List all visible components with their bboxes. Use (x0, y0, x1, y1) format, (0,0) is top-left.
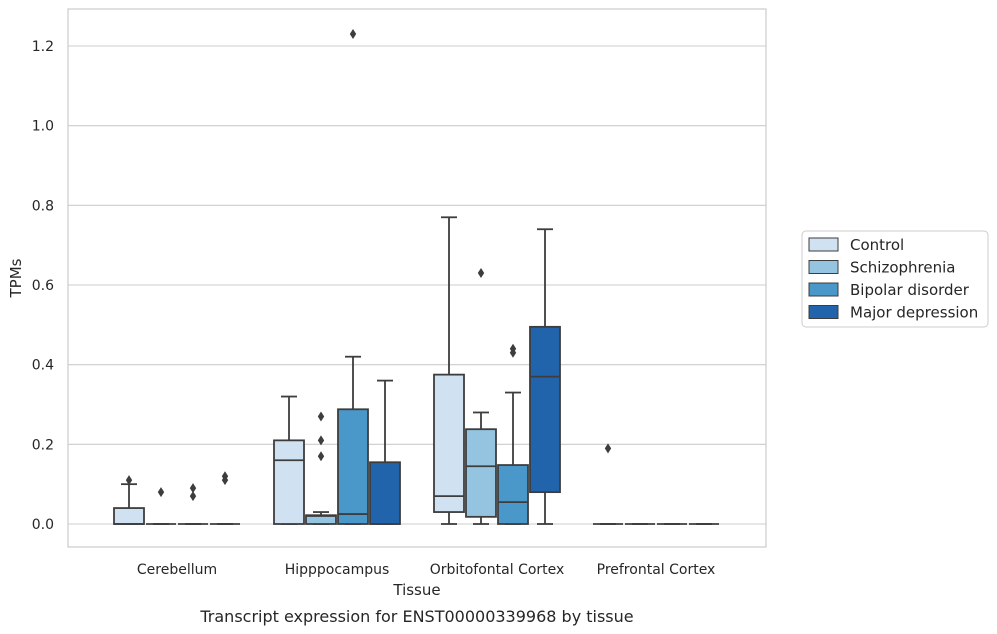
legend-frame (801, 230, 989, 328)
legend-swatch (808, 305, 839, 319)
chart-caption: Transcript expression for ENST0000033996… (199, 607, 633, 626)
x-tick-label: Prefrontal Cortex (597, 562, 716, 578)
box-iqr (113, 507, 145, 525)
legend-label: Control (850, 236, 904, 254)
box-control (593, 443, 623, 525)
box-iqr (497, 464, 529, 525)
y-tick-label: 0.6 (32, 278, 54, 294)
y-tick-label: 1.0 (32, 119, 54, 135)
outlier-point (317, 411, 325, 422)
x-axis-ticks: Cerebellum Hipppocampus Orbitofontal Corte… (137, 562, 715, 578)
y-tick-label: 0.2 (32, 437, 54, 453)
box-plot-area (113, 29, 719, 525)
box-control (273, 395, 305, 525)
box-iqr (529, 325, 561, 494)
box-bipolar-disorder (178, 483, 208, 525)
y-tick-label: 0.0 (32, 517, 54, 533)
outlier-point (477, 268, 485, 279)
box-iqr (465, 428, 497, 518)
x-axis-label: Tissue (392, 581, 440, 599)
gridlines (68, 45, 766, 525)
outlier-point (509, 343, 517, 354)
legend-label: Schizophrenia (850, 259, 955, 277)
box-schizophrenia (465, 268, 497, 525)
box-schizophrenia (146, 487, 176, 525)
legend-swatch (808, 237, 839, 252)
outlier-point (317, 435, 325, 446)
legend-swatch (808, 282, 839, 297)
outlier-point (125, 475, 133, 486)
box-iqr (337, 408, 369, 525)
y-tick-label: 0.4 (32, 358, 54, 374)
legend-label: Bipolar disorder (850, 281, 970, 299)
plot-frame (67, 8, 767, 548)
y-tick-label: 0.8 (32, 198, 54, 214)
y-tick-label: 1.2 (32, 39, 54, 55)
outlier-point (221, 471, 229, 482)
x-tick-label: Orbitofontal Cortex (430, 562, 565, 578)
legend-label: Major depression (850, 304, 978, 322)
box-control (433, 216, 465, 525)
box-bipolar-disorder (497, 343, 529, 525)
outlier-point (189, 491, 197, 502)
outlier-point (157, 487, 165, 498)
box-major-depression (210, 471, 240, 525)
y-axis-label: TPMs (7, 258, 25, 298)
x-tick-label: Hipppocampus (285, 562, 390, 578)
box-major-depression (529, 228, 561, 525)
box-schizophrenia (305, 411, 337, 525)
outlier-point (189, 483, 197, 494)
legend: Control Schizophrenia Bipolar disorder Majo… (801, 230, 989, 328)
box-major-depression (369, 379, 401, 525)
box-bipolar-disorder (337, 29, 369, 525)
box-iqr (369, 461, 401, 525)
x-tick-label: Cerebellum (137, 562, 217, 578)
box-iqr (433, 373, 465, 513)
legend-swatch (808, 260, 839, 274)
box-iqr (273, 439, 305, 525)
outlier-point (317, 451, 325, 462)
outlier-point (349, 29, 357, 40)
y-axis-ticks: 0.0 0.2 0.4 0.6 0.8 1.0 1.2 (32, 39, 54, 533)
outlier-point (604, 443, 612, 454)
box-control (113, 475, 145, 525)
